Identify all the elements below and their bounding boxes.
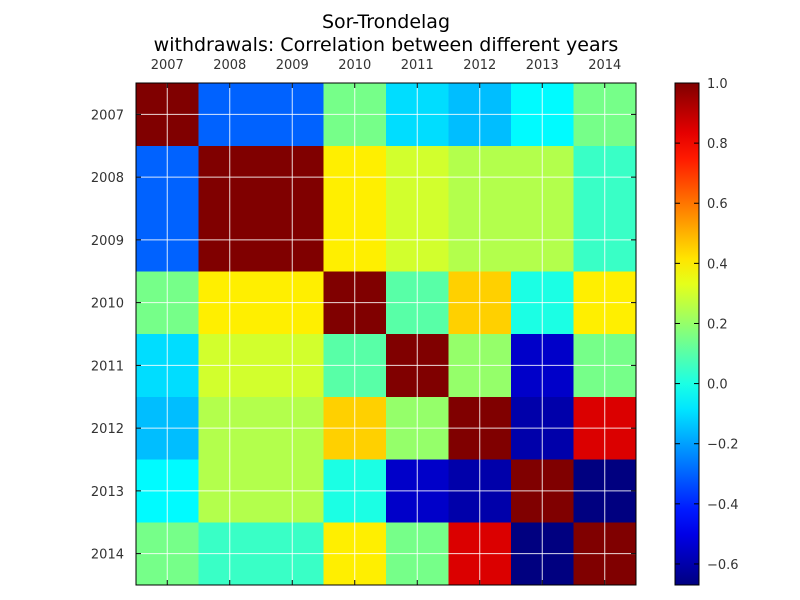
x-tick-label: 2012 <box>463 58 496 73</box>
x-tick-label: 2007 <box>151 58 184 73</box>
y-tick-label: 2009 <box>91 234 124 249</box>
colorbar-tick-label: 0.8 <box>707 137 728 152</box>
colorbar-tick-label: −0.4 <box>707 498 739 513</box>
colorbar <box>674 82 700 586</box>
y-axis-ticks: 2007 2008 2009 2010 2011 2012 2013 2014 <box>91 108 636 563</box>
colorbar-tick-label: 0.0 <box>707 378 728 393</box>
colorbar-tick-label: 0.2 <box>707 317 728 332</box>
x-tick-label: 2013 <box>526 58 559 73</box>
y-tick-label: 2014 <box>91 548 124 563</box>
plot-frame <box>135 82 637 586</box>
heatmap-gridlines <box>136 83 636 585</box>
colorbar-tick-label: 1.0 <box>707 77 728 92</box>
y-tick-label: 2008 <box>91 171 124 186</box>
x-tick-label: 2008 <box>213 58 246 73</box>
y-tick-label: 2011 <box>91 359 124 374</box>
colorbar-tick-label: −0.6 <box>707 558 739 573</box>
chart-subtitle: withdrawals: Correlation between differe… <box>154 34 619 56</box>
colorbar-tick-label: 0.4 <box>707 257 728 272</box>
colorbar-tick-label: −0.2 <box>707 438 739 453</box>
chart-title: Sor-Trondelag <box>322 11 450 33</box>
x-axis-ticks: 2007 2008 2009 2010 2011 2012 2013 2014 <box>151 58 621 585</box>
x-tick-label: 2011 <box>401 58 434 73</box>
y-tick-label: 2013 <box>91 485 124 500</box>
y-tick-label: 2012 <box>91 422 124 437</box>
x-tick-label: 2010 <box>338 58 371 73</box>
y-tick-label: 2010 <box>91 297 124 312</box>
colorbar-ticks: 1.0 0.8 0.6 0.4 0.2 0.0 −0.2 −0.4 −0.6 <box>675 77 739 573</box>
heatmap-cells <box>136 83 637 586</box>
colorbar-tick-label: 0.6 <box>707 197 728 212</box>
x-tick-label: 2009 <box>276 58 309 73</box>
y-tick-label: 2007 <box>91 108 124 123</box>
x-tick-label: 2014 <box>588 58 621 73</box>
